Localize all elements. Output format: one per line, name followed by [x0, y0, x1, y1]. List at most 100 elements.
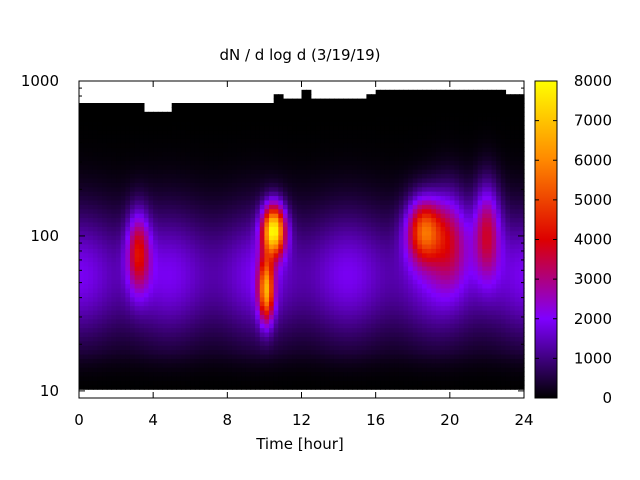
heatmap-cell — [371, 226, 377, 232]
heatmap-cell — [111, 111, 117, 117]
heatmap-cell — [236, 279, 242, 285]
heatmap-cell — [343, 169, 349, 175]
heatmap-cell — [403, 111, 409, 117]
heatmap-cell — [236, 125, 242, 131]
heatmap-cell — [218, 292, 224, 298]
heatmap-cell — [97, 107, 103, 113]
heatmap-cell — [306, 270, 312, 276]
heatmap-cell — [357, 151, 363, 157]
heatmap-cell — [282, 349, 289, 355]
heatmap-cell — [403, 160, 409, 166]
heatmap-cell — [292, 138, 298, 144]
heatmap-cell — [371, 235, 377, 241]
heatmap-cell — [320, 380, 326, 386]
heatmap-cell — [403, 318, 409, 324]
heatmap-cell — [366, 226, 372, 232]
heatmap-cell — [347, 138, 354, 144]
heatmap-cell — [194, 191, 201, 197]
heatmap-cell — [171, 336, 177, 342]
heatmap-cell — [310, 204, 317, 210]
heatmap-cell — [375, 151, 381, 157]
heatmap-cell — [213, 261, 219, 267]
heatmap-cell — [259, 283, 266, 289]
heatmap-cell — [264, 191, 270, 197]
heatmap-cell — [129, 111, 136, 117]
heatmap-cell — [357, 164, 363, 170]
heatmap-cell — [320, 169, 326, 175]
heatmap-cell — [190, 301, 196, 307]
heatmap-cell — [394, 133, 400, 139]
heatmap-cell — [394, 279, 400, 285]
heatmap-cell — [190, 116, 196, 122]
heatmap-cell — [422, 138, 428, 144]
heatmap-cell — [347, 120, 354, 126]
heatmap-cell — [245, 116, 252, 122]
heatmap-cell — [255, 336, 261, 342]
heatmap-cell — [264, 133, 270, 139]
heatmap-cell — [408, 292, 414, 298]
heatmap-cell — [259, 204, 266, 210]
heatmap-cell — [83, 151, 89, 157]
heatmap-cell — [116, 257, 122, 263]
heatmap-cell — [250, 155, 256, 161]
heatmap-cell — [134, 252, 140, 258]
heatmap-cell — [403, 309, 409, 315]
heatmap-cell — [398, 221, 405, 227]
heatmap-cell — [357, 239, 363, 245]
heatmap-cell — [320, 133, 326, 139]
heatmap-cell — [92, 265, 99, 271]
heatmap-cell — [301, 292, 307, 298]
heatmap-cell — [357, 252, 363, 258]
heatmap-cell — [222, 243, 228, 249]
heatmap-cell — [97, 283, 103, 289]
heatmap-cell — [97, 125, 103, 131]
heatmap-cell — [171, 107, 177, 113]
heatmap-cell — [408, 142, 414, 148]
heatmap-cell — [338, 257, 344, 263]
heatmap-cell — [199, 248, 205, 254]
heatmap-cell — [120, 309, 126, 315]
heatmap-cell — [264, 204, 270, 210]
heatmap-cell — [167, 213, 173, 219]
heatmap-cell — [116, 169, 122, 175]
heatmap-cell — [292, 367, 298, 373]
heatmap-cell — [208, 138, 215, 144]
heatmap-cell — [384, 226, 391, 232]
heatmap-cell — [204, 235, 210, 241]
heatmap-cell — [185, 230, 191, 236]
heatmap-cell — [333, 336, 340, 342]
heatmap-cell — [324, 138, 330, 144]
heatmap-cell — [384, 362, 391, 368]
heatmap-cell — [125, 367, 131, 373]
heatmap-cell — [408, 138, 414, 144]
heatmap-cell — [264, 252, 270, 258]
heatmap-cell — [106, 279, 113, 285]
heatmap-cell — [180, 261, 187, 267]
heatmap-cell — [366, 340, 372, 346]
heatmap-cell — [83, 177, 89, 183]
heatmap-cell — [417, 248, 423, 254]
heatmap-cell — [148, 283, 154, 289]
heatmap-cell — [176, 287, 182, 293]
heatmap-cell — [176, 151, 182, 157]
heatmap-cell — [301, 345, 307, 351]
heatmap-cell — [422, 265, 428, 271]
heatmap-cell — [241, 384, 247, 390]
heatmap-cell — [199, 261, 205, 267]
heatmap-cell — [264, 314, 270, 320]
heatmap-cell — [120, 340, 126, 346]
heatmap-cell — [292, 120, 298, 126]
heatmap-cell — [167, 301, 173, 307]
heatmap-cell — [282, 217, 289, 223]
heatmap-cell — [417, 226, 423, 232]
heatmap-cell — [389, 94, 395, 100]
heatmap-cell — [375, 292, 381, 298]
heatmap-cell — [134, 116, 140, 122]
heatmap-cell — [213, 309, 219, 315]
heatmap-cell — [380, 103, 386, 109]
heatmap-cell — [180, 270, 187, 276]
heatmap-cell — [148, 248, 154, 254]
heatmap-cell — [417, 151, 423, 157]
heatmap-cell — [278, 243, 284, 249]
heatmap-cell — [417, 292, 423, 298]
